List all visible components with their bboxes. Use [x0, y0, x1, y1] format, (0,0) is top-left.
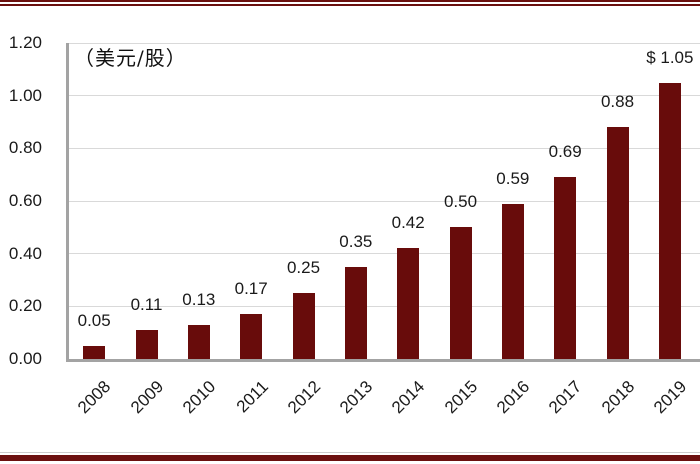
- x-tick-label-2012: 2012: [283, 377, 324, 418]
- gridline: [68, 253, 700, 255]
- bar-2019: [658, 82, 681, 359]
- y-tick-label: 1.00: [8, 85, 42, 105]
- value-label-2010: 0.13: [182, 289, 216, 309]
- bar-2013: [344, 266, 367, 359]
- x-tick-label-2018: 2018: [597, 377, 638, 418]
- value-label-2012: 0.25: [286, 258, 321, 278]
- bar-2010: [187, 324, 210, 359]
- y-tick-label: 0.00: [8, 349, 42, 368]
- top-border-line-upper: [0, 0, 700, 2]
- top-border-line-lower: [0, 4, 700, 6]
- y-tick-label: 1.20: [8, 33, 42, 52]
- gridline: [68, 305, 700, 307]
- value-label-2013: 0.35: [339, 231, 373, 251]
- bar-2008: [83, 345, 106, 359]
- bottom-border-shadow-line: [0, 452, 700, 453]
- x-tick-label-2017: 2017: [545, 377, 586, 418]
- y-axis-unit-label: （美元/股）: [74, 46, 187, 70]
- bar-2018: [606, 127, 629, 359]
- x-tick-label-2008: 2008: [74, 377, 115, 418]
- value-label-2009: 0.11: [130, 295, 163, 315]
- gridline: [68, 95, 700, 97]
- value-label-2016: 0.59: [496, 168, 530, 188]
- y-tick-label: 0.20: [8, 296, 42, 316]
- bar-2015: [449, 227, 472, 359]
- x-tick-label-2010: 2010: [179, 377, 220, 418]
- y-tick-label: 0.40: [8, 243, 42, 263]
- bar-2011: [240, 314, 263, 359]
- x-tick-label-2019: 2019: [650, 377, 691, 418]
- bar-2009: [135, 330, 158, 359]
- bottom-border-line: [0, 455, 700, 461]
- gridline: [68, 147, 700, 149]
- y-axis-line: [66, 43, 69, 362]
- value-label-2018: 0.88: [600, 92, 635, 112]
- x-axis-line: [66, 359, 700, 362]
- x-tick-label-2015: 2015: [440, 377, 481, 418]
- bar-2017: [554, 177, 577, 359]
- gridline: [68, 42, 700, 44]
- x-tick-label-2016: 2016: [493, 377, 534, 418]
- value-label-2017: 0.69: [548, 142, 582, 162]
- bar-2012: [292, 293, 315, 359]
- x-tick-label-2014: 2014: [388, 377, 429, 418]
- x-tick-label-2013: 2013: [336, 377, 377, 418]
- y-tick-label: 0.60: [8, 191, 42, 210]
- y-tick-label: 0.80: [8, 138, 42, 158]
- value-label-2015: 0.50: [443, 192, 478, 212]
- x-tick-label-2011: 2011: [232, 377, 272, 417]
- value-label-2014: 0.42: [391, 213, 425, 233]
- value-label-2019: $ 1.05: [646, 47, 694, 67]
- value-label-2008: 0.05: [77, 310, 111, 330]
- value-label-2011: 0.17: [234, 279, 268, 299]
- x-tick-label-2009: 2009: [126, 377, 167, 418]
- gridline: [68, 200, 700, 202]
- bar-2016: [501, 203, 524, 359]
- bar-2014: [397, 248, 420, 359]
